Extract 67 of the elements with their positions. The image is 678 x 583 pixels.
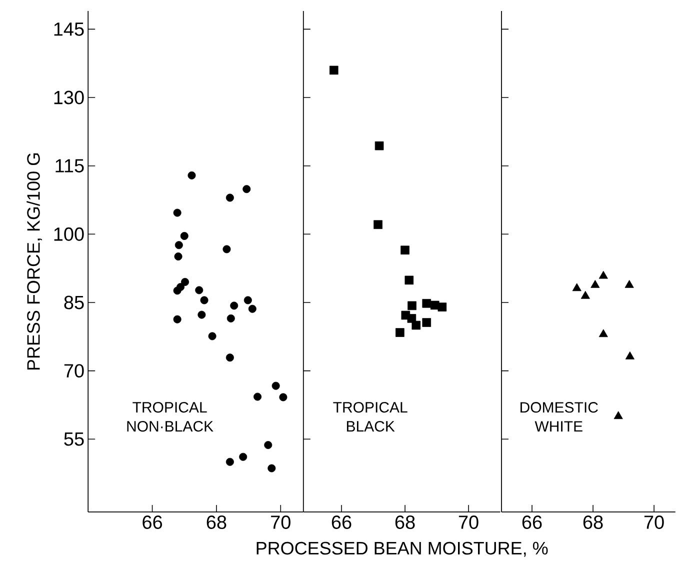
point (208, 332, 216, 340)
x-axis-title: PROCESSED BEAN MOISTURE, % (256, 542, 548, 557)
series-label: DOMESTIC WHITE (520, 402, 598, 432)
y-tick-label: 115 (56, 159, 84, 172)
point (188, 171, 196, 180)
text: TROPICAL BLACK (333, 402, 408, 432)
point (422, 318, 432, 327)
y-tick-label: 70 (64, 364, 84, 378)
point (195, 286, 204, 294)
point (329, 66, 338, 75)
point (438, 302, 447, 312)
point (244, 296, 252, 304)
point (422, 298, 432, 308)
point (173, 315, 182, 324)
point (625, 351, 634, 360)
point (624, 280, 634, 288)
point (279, 393, 288, 402)
point (598, 270, 608, 279)
point (181, 278, 190, 286)
point (272, 382, 280, 390)
point (598, 329, 608, 338)
point (173, 208, 182, 217)
text: TROPICAL NON·BLACK (127, 402, 214, 432)
point (226, 458, 234, 466)
point (222, 245, 231, 254)
point (254, 392, 262, 401)
point (572, 283, 582, 292)
point (198, 310, 206, 319)
point (180, 232, 188, 240)
x-tick-label: 66 (332, 516, 352, 529)
point (590, 280, 600, 288)
point (239, 452, 248, 461)
y-tick-label: 85 (64, 296, 84, 310)
point (242, 185, 251, 194)
x-tick-label: 66 (522, 516, 542, 529)
point (230, 302, 238, 310)
y-tick-label: 100 (54, 227, 84, 241)
point (374, 141, 384, 150)
x-tick-label: 70 (271, 516, 290, 529)
x-tick-label: 70 (458, 516, 478, 529)
point (408, 301, 416, 310)
x-tick-label: 70 (644, 516, 664, 529)
point (248, 304, 256, 313)
point (174, 252, 182, 260)
y-tick-label: 130 (54, 90, 84, 104)
point (200, 296, 208, 304)
point (226, 314, 235, 322)
point (400, 246, 410, 255)
point (176, 282, 185, 291)
point (614, 411, 623, 420)
x-tick-label: 66 (142, 516, 162, 529)
y-tick-label: 145 (54, 22, 84, 36)
point (404, 276, 414, 285)
point (174, 241, 183, 250)
y-axis-title: PRESS FORCE, KG/100 G (26, 153, 42, 370)
point (264, 441, 272, 450)
x-tick-label: 68 (583, 516, 603, 529)
x-tick-label: 68 (206, 516, 226, 529)
point (412, 320, 421, 330)
point (226, 354, 234, 362)
point (226, 194, 234, 202)
y-tick-label: 55 (64, 432, 84, 446)
x-tick-label: 68 (395, 516, 415, 529)
point (396, 328, 404, 337)
point (374, 220, 382, 229)
point (268, 464, 276, 472)
point (580, 290, 590, 299)
